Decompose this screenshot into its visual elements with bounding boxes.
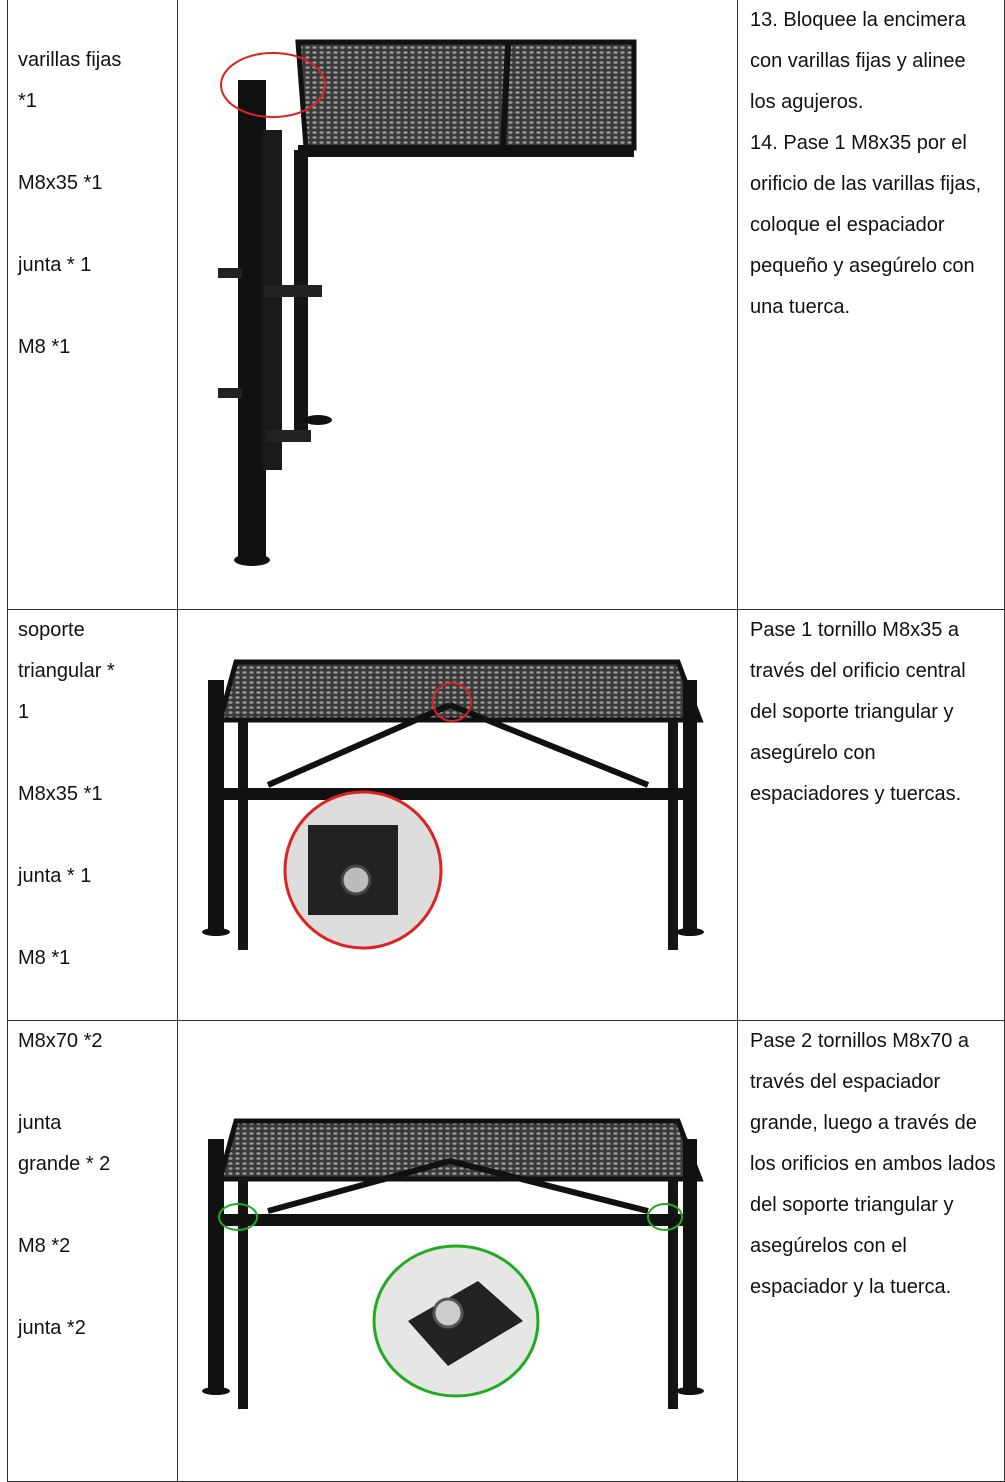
parts-cell: M8x70 *2 junta grande * 2 M8 *2 junta *2	[7, 1020, 178, 1482]
part: M8 *2	[18, 1235, 71, 1257]
table-row: varillas fijas *1 M8x35 *1 junta * 1 M8 …	[7, 0, 1005, 610]
part: M8x35 *1	[18, 783, 103, 805]
step: 13. Bloquee la encimera con varillas fij…	[750, 9, 966, 113]
page: varillas fijas *1 M8x35 *1 junta * 1 M8 …	[7, 0, 1005, 1482]
part: varillas fijas *1	[18, 49, 122, 112]
part: junta grande * 2	[18, 1112, 111, 1175]
image-cell	[177, 0, 738, 610]
parts-cell: soporte triangular * 1 M8x35 *1 junta * …	[7, 609, 178, 1021]
part: M8 *1	[18, 336, 71, 358]
step: Pase 2 tornillos M8x70 a través del espa…	[750, 1030, 996, 1298]
step: Pase 1 tornillo M8x35 a través del orifi…	[750, 619, 966, 805]
part: junta * 1	[18, 865, 92, 887]
table-row: M8x70 *2 junta grande * 2 M8 *2 junta *2	[7, 1020, 1005, 1482]
photo	[202, 1118, 704, 1409]
part: soporte triangular * 1	[18, 619, 115, 723]
steps-cell: Pase 2 tornillos M8x70 a través del espa…	[737, 1020, 1005, 1482]
parts-cell: varillas fijas *1 M8x35 *1 junta * 1 M8 …	[7, 0, 178, 610]
steps-cell: 13. Bloquee la encimera con varillas fij…	[737, 0, 1005, 610]
steps-cell: Pase 1 tornillo M8x35 a través del orifi…	[737, 609, 1005, 1021]
step: 14. Pase 1 M8x35 por el orificio de las …	[750, 132, 982, 318]
part: M8x35 *1	[18, 172, 103, 194]
part: junta *2	[18, 1317, 86, 1339]
image-cell	[177, 1020, 738, 1482]
part: junta * 1	[18, 254, 92, 276]
photo	[218, 39, 637, 566]
photo	[202, 659, 704, 950]
part: M8x70 *2	[18, 1030, 103, 1052]
part: M8 *1	[18, 947, 71, 969]
table-row: soporte triangular * 1 M8x35 *1 junta * …	[7, 609, 1005, 1021]
instruction-table: varillas fijas *1 M8x35 *1 junta * 1 M8 …	[7, 0, 1005, 1482]
image-cell	[177, 609, 738, 1021]
